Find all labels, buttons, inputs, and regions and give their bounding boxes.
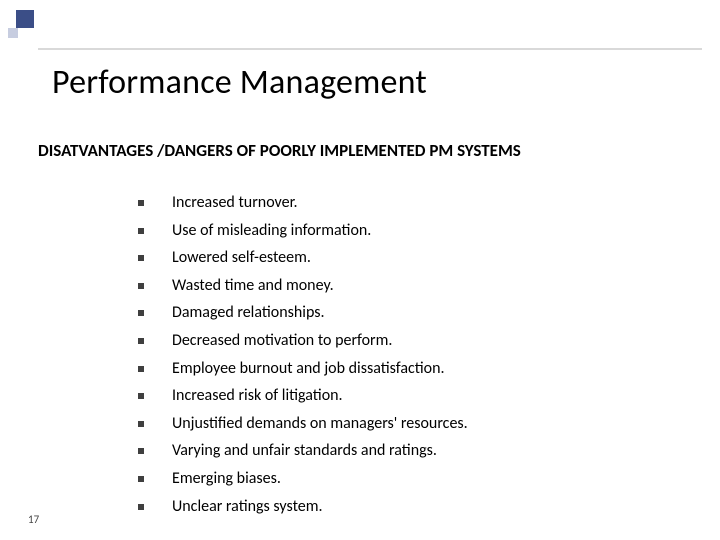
list-item: Emerging biases. — [138, 468, 468, 490]
bullet-list: Increased turnover. Use of misleading in… — [138, 192, 468, 523]
bullet-icon — [138, 504, 144, 510]
list-item-text: Increased risk of litigation. — [172, 385, 343, 407]
list-item-text: Employee burnout and job dissatisfaction… — [172, 358, 445, 380]
list-item: Increased turnover. — [138, 192, 468, 214]
bullet-icon — [138, 310, 144, 316]
bullet-icon — [138, 366, 144, 372]
list-item: Unclear ratings system. — [138, 496, 468, 518]
list-item: Damaged relationships. — [138, 302, 468, 324]
list-item-text: Unjustified demands on managers' resourc… — [172, 413, 468, 435]
list-item: Use of misleading information. — [138, 220, 468, 242]
bullet-icon — [138, 338, 144, 344]
page-number: 17 — [28, 513, 39, 526]
slide-title: Performance Management — [52, 62, 427, 103]
list-item-text: Unclear ratings system. — [172, 496, 323, 518]
list-item: Unjustified demands on managers' resourc… — [138, 413, 468, 435]
list-item-text: Lowered self-esteem. — [172, 247, 311, 269]
slide-subtitle: DISATVANTAGES /DANGERS OF POORLY IMPLEME… — [38, 140, 521, 161]
list-item-text: Use of misleading information. — [172, 220, 371, 242]
corner-square-big — [16, 10, 34, 28]
bullet-icon — [138, 228, 144, 234]
bullet-icon — [138, 283, 144, 289]
list-item: Varying and unfair standards and ratings… — [138, 440, 468, 462]
list-item: Increased risk of litigation. — [138, 385, 468, 407]
list-item-text: Emerging biases. — [172, 468, 281, 490]
corner-decoration — [8, 10, 44, 46]
bullet-icon — [138, 255, 144, 261]
list-item: Employee burnout and job dissatisfaction… — [138, 358, 468, 380]
list-item: Decreased motivation to perform. — [138, 330, 468, 352]
list-item-text: Increased turnover. — [172, 192, 298, 214]
list-item: Lowered self-esteem. — [138, 247, 468, 269]
bullet-icon — [138, 448, 144, 454]
corner-square-small — [8, 28, 18, 38]
list-item: Wasted time and money. — [138, 275, 468, 297]
slide: Performance Management DISATVANTAGES /DA… — [0, 0, 720, 540]
list-item-text: Varying and unfair standards and ratings… — [172, 440, 437, 462]
list-item-text: Wasted time and money. — [172, 275, 334, 297]
bullet-icon — [138, 200, 144, 206]
bullet-icon — [138, 421, 144, 427]
list-item-text: Decreased motivation to perform. — [172, 330, 392, 352]
bullet-icon — [138, 393, 144, 399]
list-item-text: Damaged relationships. — [172, 302, 325, 324]
bullet-icon — [138, 476, 144, 482]
top-rule — [38, 48, 702, 50]
